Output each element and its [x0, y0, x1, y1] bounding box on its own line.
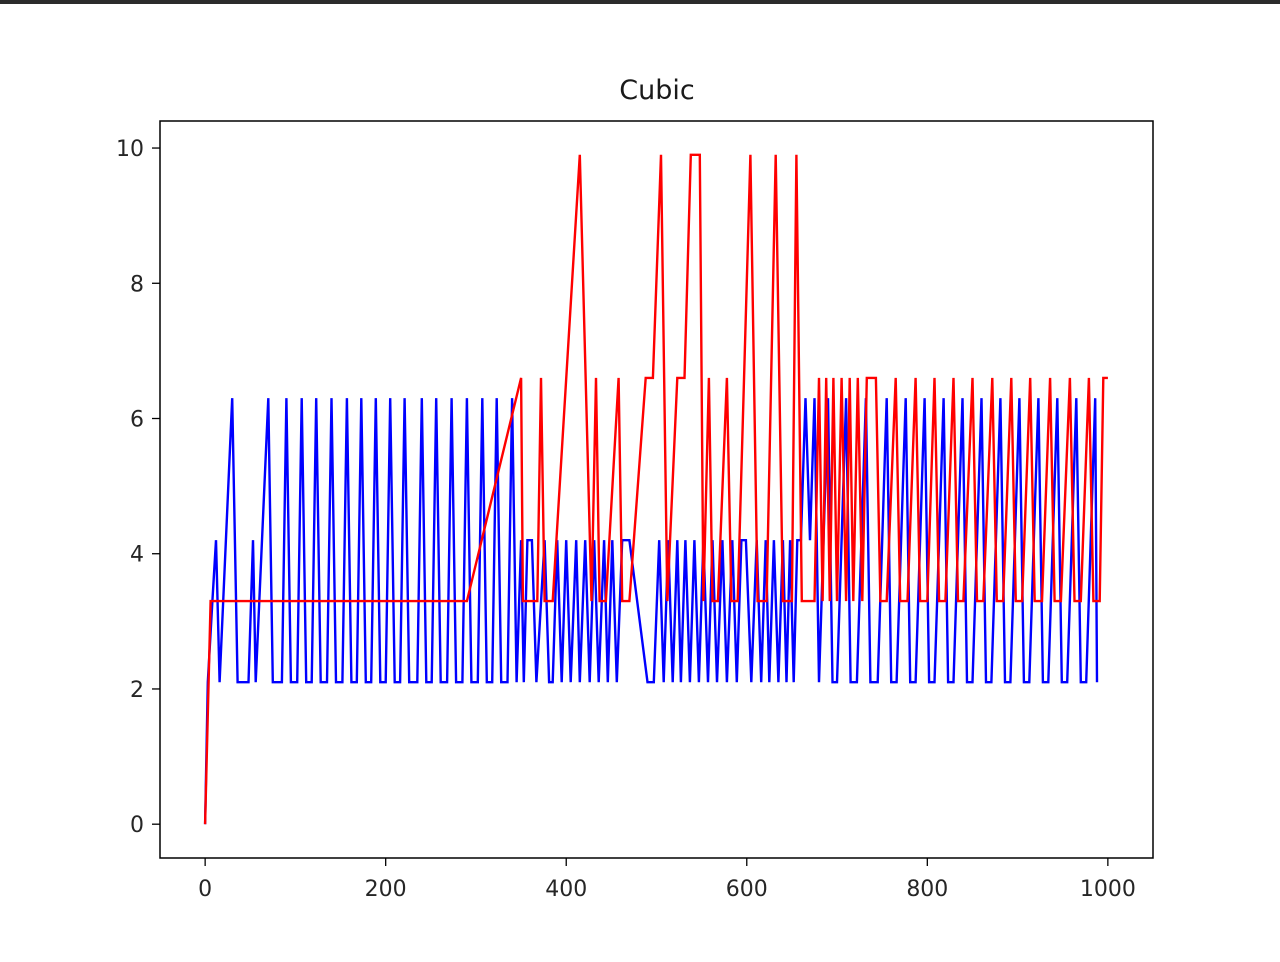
y-tick-label: 4	[130, 543, 144, 568]
x-tick-label: 200	[365, 877, 407, 902]
y-tick-label: 10	[116, 137, 144, 162]
y-tick-label: 8	[130, 272, 144, 297]
y-tick-label: 6	[130, 408, 144, 433]
x-tick-label: 600	[726, 877, 768, 902]
chart-figure: Cubic 0 200 400 600 800 1000 0 2 4 6 8 10	[0, 4, 1280, 962]
x-tick-label: 0	[198, 877, 212, 902]
series-line-1	[203, 398, 1099, 825]
series-layer	[203, 153, 1108, 825]
axis-layer: 0 200 400 600 800 1000 0 2 4 6 8 10	[116, 120, 1154, 902]
x-tick-label: 1000	[1080, 877, 1136, 902]
x-tick-label: 400	[545, 877, 587, 902]
x-tick-label: 800	[906, 877, 948, 902]
chart-title: Cubic	[619, 75, 694, 106]
y-tick-label: 0	[130, 813, 144, 838]
plot-frame	[159, 120, 1154, 859]
series-line-2	[203, 153, 1108, 825]
line-chart: Cubic 0 200 400 600 800 1000 0 2 4 6 8 10	[116, 75, 1154, 902]
y-tick-label: 2	[130, 678, 144, 703]
